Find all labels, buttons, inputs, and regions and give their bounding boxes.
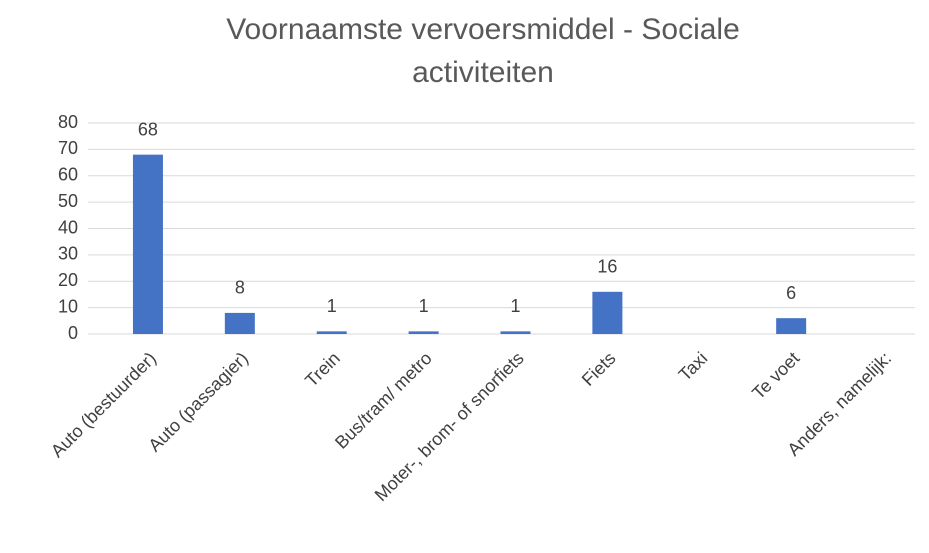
x-tick-label: Bus/tram/ metro <box>331 348 436 453</box>
y-tick-label: 70 <box>58 138 78 158</box>
x-tick-label: Auto (bestuurder) <box>47 348 160 461</box>
chart-title: Voornaamste vervoersmiddel - Sociale act… <box>226 13 740 89</box>
y-tick-label: 0 <box>68 323 78 343</box>
bar <box>316 331 347 334</box>
bar <box>592 291 623 334</box>
bar <box>132 154 163 334</box>
x-tick-label: Fiets <box>578 348 620 390</box>
y-tick-label: 80 <box>58 112 78 132</box>
data-label: 1 <box>510 296 520 316</box>
y-tick-label: 50 <box>58 191 78 211</box>
data-label: 8 <box>235 278 245 298</box>
x-tick-label: Te voet <box>748 348 803 403</box>
x-tick-label: Taxi <box>675 348 712 385</box>
data-label: 16 <box>597 257 617 277</box>
x-tick-label: Auto (passagier) <box>144 348 252 456</box>
data-label: 6 <box>786 283 796 303</box>
y-tick-label: 40 <box>58 217 78 237</box>
x-tick-label: Moter-, brom- of snorfiets <box>371 348 528 505</box>
data-label: 1 <box>419 296 429 316</box>
bar <box>776 318 807 334</box>
y-tick-label: 30 <box>58 244 78 264</box>
bar <box>500 331 531 334</box>
data-label: 1 <box>327 296 337 316</box>
y-tick-label: 60 <box>58 165 78 185</box>
x-tick-label: Trein <box>301 348 344 391</box>
y-tick-label: 10 <box>58 296 78 316</box>
data-label: 68 <box>138 119 158 139</box>
bar <box>408 331 439 334</box>
bar <box>224 312 255 334</box>
y-tick-label: 20 <box>58 270 78 290</box>
